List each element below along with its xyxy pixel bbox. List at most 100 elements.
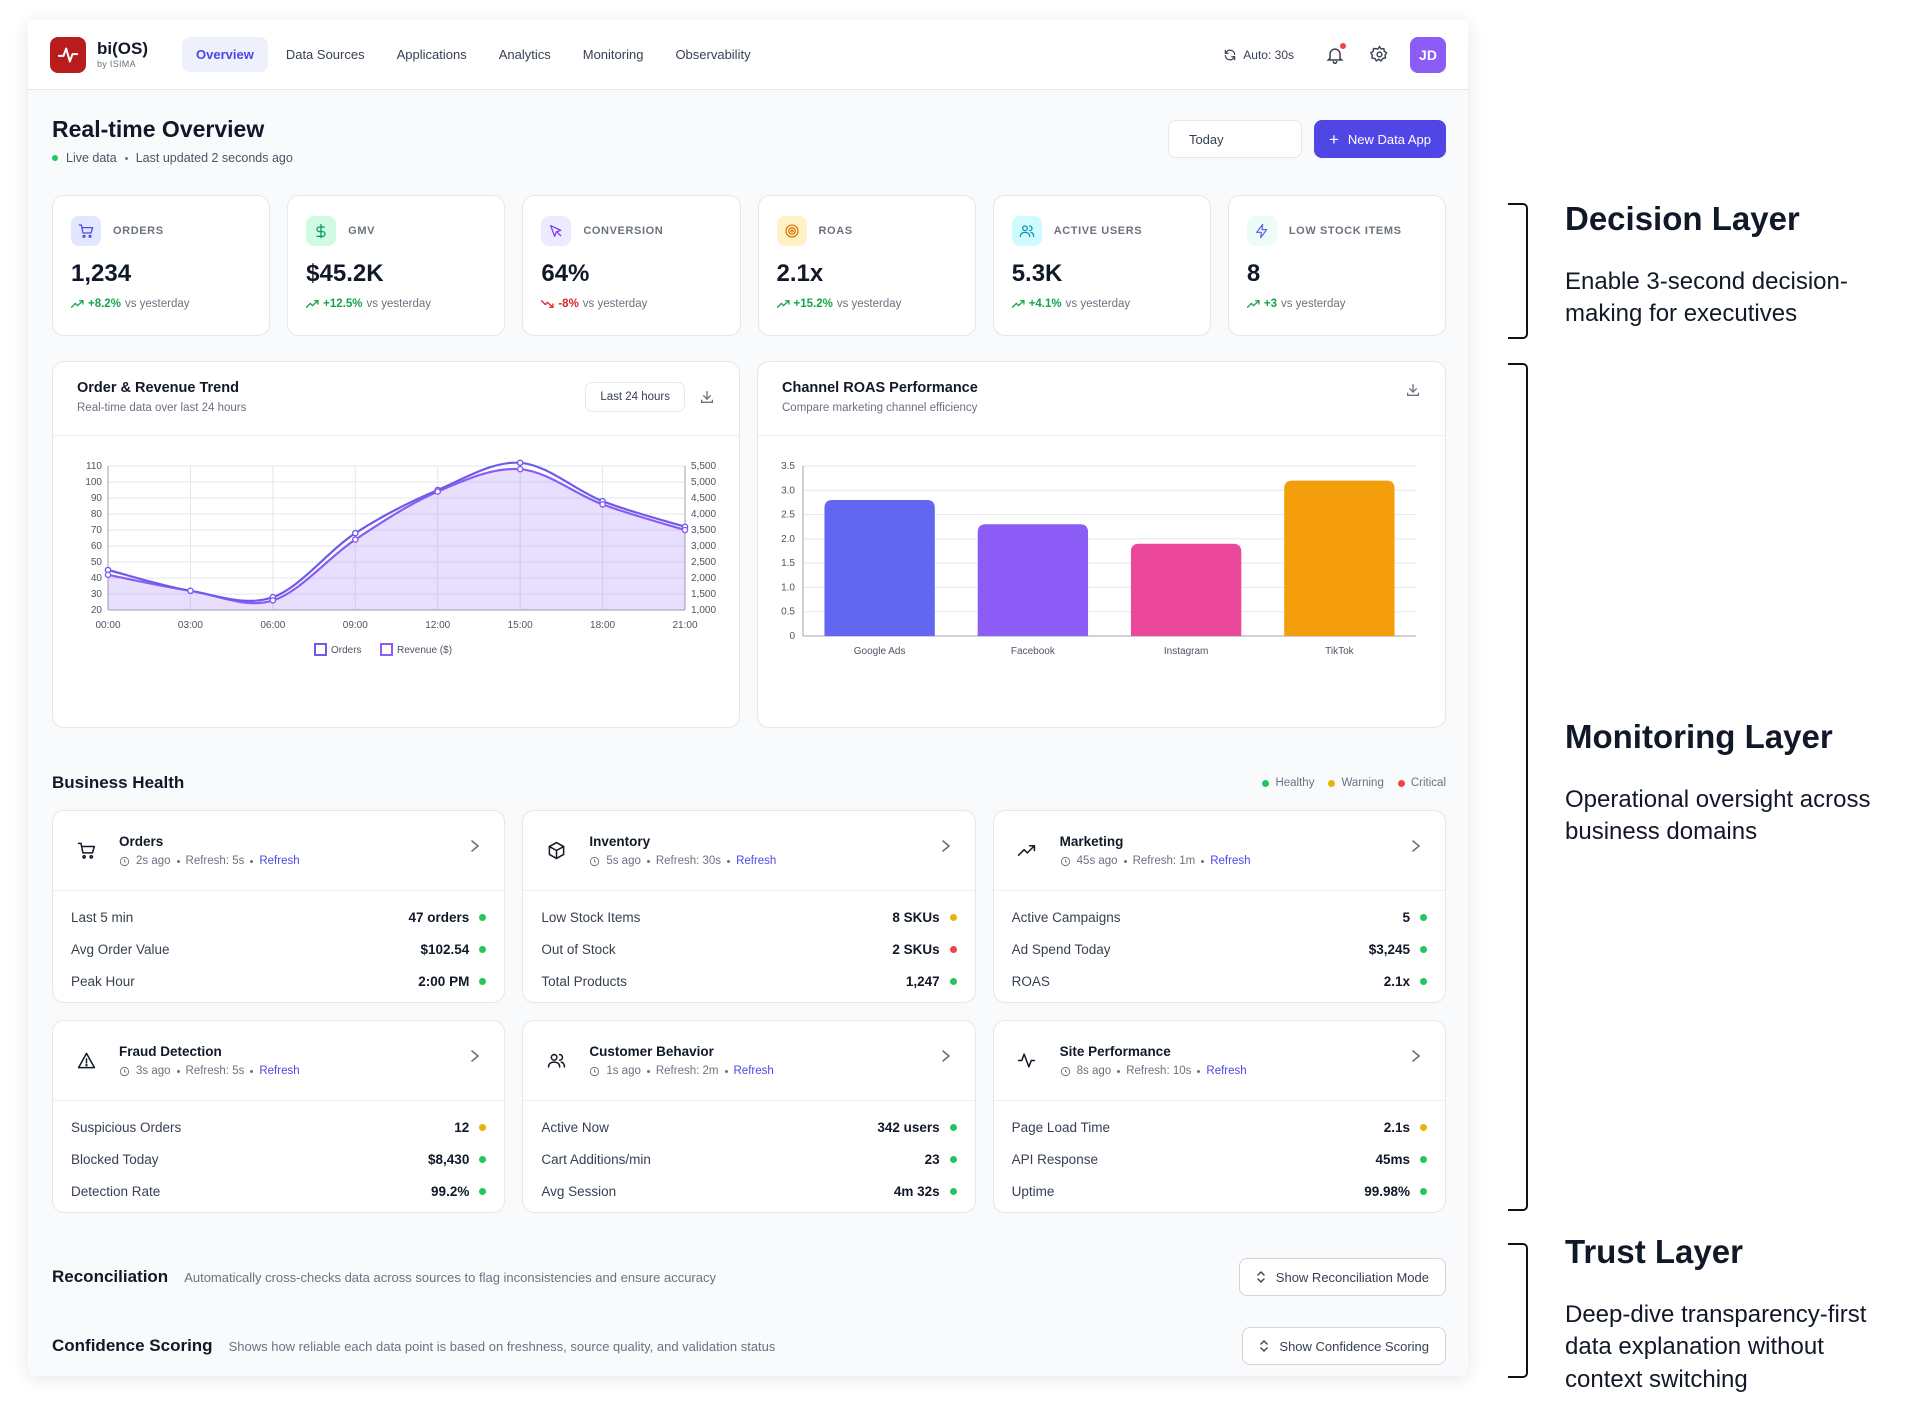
status-dot	[1420, 945, 1427, 953]
chart-title: Order & Revenue Trend	[77, 380, 239, 396]
legend-label: Healthy	[1275, 777, 1315, 789]
kpi-delta-note: vs yesterday	[582, 298, 648, 310]
tab-applications[interactable]: Applications	[396, 47, 467, 62]
clock-icon	[590, 856, 600, 866]
metric-label: API Response	[1011, 1151, 1098, 1167]
revenue-point[interactable]	[599, 501, 606, 508]
users-icon	[547, 1053, 565, 1068]
revenue-point[interactable]	[187, 587, 194, 595]
bar-facebook[interactable]	[977, 524, 1089, 636]
health-icon-box	[71, 836, 101, 866]
revenue-point[interactable]	[516, 465, 524, 473]
new-data-app-button[interactable]: + New Data App	[1313, 120, 1446, 158]
y-right-tick: 4,500	[691, 493, 716, 504]
kpi-card-conversion[interactable]: CONVERSION 64% -8% vs yesterday	[522, 195, 741, 336]
metric-label: Cart Additions/min	[541, 1151, 651, 1167]
refresh-link[interactable]: Refresh	[733, 1065, 774, 1077]
metric-label: Avg Session	[541, 1183, 617, 1199]
refresh-link[interactable]: Refresh	[259, 855, 300, 867]
refresh-link[interactable]: Refresh	[259, 1065, 300, 1077]
app-window: bi(OS) by ISIMA Overview Data Sources Ap…	[28, 20, 1468, 1376]
health-icon-box	[541, 1046, 571, 1076]
download-icon[interactable]	[1405, 382, 1421, 398]
kpi-row: ORDERS 1,234 +8.2% vs yesterday GMV $45.2K +12…	[52, 195, 1447, 336]
health-card-marketing[interactable]: Marketing 45s ago Refresh: 1m Refresh Active…	[992, 810, 1446, 1003]
notifications-button[interactable]	[1322, 41, 1348, 68]
chevron-right-icon[interactable]	[941, 839, 951, 853]
health-card-inventory[interactable]: Inventory 5s ago Refresh: 30s Refresh Low St…	[522, 810, 976, 1003]
separator-dot	[124, 156, 128, 160]
chevron-right-icon[interactable]	[1411, 1049, 1421, 1063]
tab-overview[interactable]: Overview	[182, 37, 268, 72]
health-card-title: Customer Behavior	[589, 1044, 714, 1059]
auto-refresh-toggle[interactable]: Auto: 30s	[1223, 48, 1294, 62]
kpi-card-active-users[interactable]: ACTIVE USERS 5.3K +4.1% vs yesterday	[992, 195, 1211, 336]
revenue-point[interactable]	[104, 571, 112, 579]
tab-observability[interactable]: Observability	[675, 47, 751, 62]
refresh-link[interactable]: Refresh	[1206, 1065, 1247, 1077]
revenue-point[interactable]	[269, 597, 277, 604]
revenue-point[interactable]	[351, 536, 359, 543]
bar-tiktok[interactable]	[1284, 480, 1395, 636]
y-tick: 2.0	[781, 534, 795, 545]
y-right-tick: 3,000	[691, 541, 716, 552]
health-card-site-performance[interactable]: Site Performance 8s ago Refresh: 10s Refres…	[992, 1020, 1446, 1213]
metric-row: Page Load Time 2.1s	[1012, 1111, 1427, 1143]
health-icon-box	[1012, 836, 1042, 866]
revenue-point[interactable]	[434, 488, 442, 495]
chevron-right-icon[interactable]	[470, 1049, 480, 1063]
orders-point[interactable]	[351, 529, 359, 537]
avatar[interactable]: JD	[1410, 36, 1446, 73]
separator-dot	[646, 859, 650, 863]
legend-item-critical: Critical	[1397, 777, 1446, 789]
bar-google-ads[interactable]	[824, 500, 935, 636]
x-tick: 18:00	[590, 620, 615, 631]
last-refresh-ago: 5s ago	[606, 855, 641, 867]
refresh-link[interactable]: Refresh	[736, 855, 777, 867]
refresh-link[interactable]: Refresh	[1210, 855, 1251, 867]
y-left-tick: 30	[91, 589, 103, 600]
time-range-select[interactable]: Last 24 hours	[585, 382, 685, 412]
refresh-interval: Refresh: 5s	[185, 1065, 245, 1077]
tab-analytics[interactable]: Analytics	[498, 47, 551, 62]
kpi-delta-note: vs yesterday	[366, 298, 432, 310]
kpi-card-gmv[interactable]: GMV $45.2K +12.5% vs yesterday	[287, 195, 506, 336]
trend-chart: 20 1,000 30 1,500 40 2,000 50 2,500 60 3,000 70 3,5…	[85, 459, 716, 656]
settings-button[interactable]	[1366, 42, 1392, 68]
dollar-icon	[316, 223, 326, 239]
metric-row: Peak Hour 2:00 PM	[71, 965, 487, 997]
tab-data-sources[interactable]: Data Sources	[285, 47, 365, 62]
revenue-point[interactable]	[681, 526, 689, 534]
chevron-right-icon[interactable]	[1411, 839, 1421, 853]
tab-monitoring[interactable]: Monitoring	[582, 47, 644, 62]
metric-value: 2 SKUs	[892, 941, 940, 957]
trend-up-icon	[71, 300, 84, 308]
clock-icon	[1060, 1066, 1070, 1076]
orders-line	[107, 461, 686, 603]
kpi-card-low-stock-items[interactable]: LOW STOCK ITEMS 8 +3 vs yesterday	[1227, 195, 1447, 336]
health-card-title: Fraud Detection	[119, 1044, 222, 1059]
health-card-title: Orders	[119, 834, 164, 849]
chevron-right-icon[interactable]	[941, 1049, 951, 1063]
status-dot	[479, 913, 487, 921]
kpi-card-roas[interactable]: ROAS 2.1x +15.2% vs yesterday	[757, 195, 976, 336]
chevron-up-down-icon	[1260, 1340, 1269, 1352]
kpi-card-orders[interactable]: ORDERS 1,234 +8.2% vs yesterday	[52, 195, 271, 336]
logo: bi(OS) by ISIMA	[97, 40, 148, 69]
chevron-up-down-icon	[1257, 1271, 1265, 1283]
logo-icon[interactable]	[50, 36, 86, 73]
show-reconciliation-button[interactable]: Show Reconciliation Mode	[1238, 1258, 1446, 1296]
date-filter-select[interactable]: Today	[1167, 120, 1302, 158]
download-icon[interactable]	[699, 389, 715, 405]
cursor-icon	[550, 225, 562, 237]
chevron-right-icon[interactable]	[470, 839, 480, 853]
health-card-orders[interactable]: Orders 2s ago Refresh: 5s Refresh Last 5 min…	[52, 810, 506, 1003]
metric-row: Active Now 342 users	[541, 1111, 957, 1143]
orders-point[interactable]	[516, 459, 524, 467]
health-card-customer-behavior[interactable]: Customer Behavior 1s ago Refresh: 2m Refres…	[522, 1020, 976, 1213]
bar-instagram[interactable]	[1130, 543, 1242, 636]
health-card-fraud-detection[interactable]: Fraud Detection 3s ago Refresh: 5s Refresh S…	[52, 1020, 506, 1213]
kpi-delta: -8% vs yesterday	[541, 298, 721, 310]
metric-row: Blocked Today $8,430	[71, 1143, 487, 1175]
show-confidence-button[interactable]: Show Confidence Scoring	[1242, 1327, 1446, 1365]
